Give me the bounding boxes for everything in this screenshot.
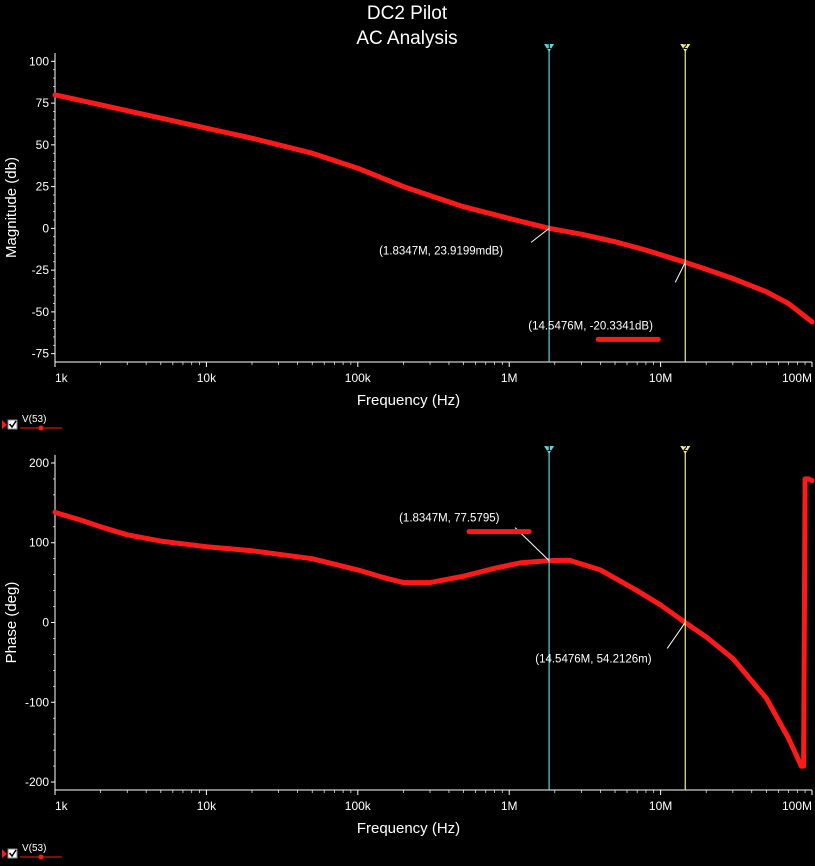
magnitude-x-tick-label: 1k <box>55 371 69 385</box>
plot-panels: 1k 10k 100k 1M 10M 100M 100 75 50 25 0 -25 -50 -75 Fre… <box>2 42 815 860</box>
magnitude-trace <box>52 92 815 325</box>
magnitude-y-tick-label: 100 <box>29 54 49 68</box>
magnitude-y-tick-label: 50 <box>36 138 50 152</box>
phase-legend-checkbox[interactable] <box>7 848 18 859</box>
chart-title: DC2 Pilot <box>367 3 448 24</box>
magnitude-cursor-2-leader <box>674 262 686 283</box>
magnitude-y-tick-label: 75 <box>36 96 50 110</box>
magnitude-cursor-2-readout: (14.5476M, -20.3341dB) <box>528 320 653 332</box>
magnitude-panel: 1k 10k 100k 1M 10M 100M 100 75 50 25 0 -25 -50 -75 Fre… <box>2 42 815 431</box>
magnitude-y-axis-label: Magnitude (db) <box>3 157 20 258</box>
magnitude-cursor-1-flag[interactable] <box>544 44 555 52</box>
magnitude-y-tick-label: -75 <box>32 347 50 361</box>
phase-cursor-2-id: 2 <box>683 444 688 453</box>
phase-legend-label: V(53) <box>22 843 46 854</box>
magnitude-x-axis-label: Frequency (Hz) <box>357 392 460 409</box>
phase-legend-check-icon <box>8 849 17 858</box>
phase-legend-dot <box>38 854 44 860</box>
magnitude-legend[interactable]: V(53) <box>2 414 62 431</box>
phase-y-tick-label: 200 <box>29 456 49 470</box>
magnitude-y-tick-label: 25 <box>36 180 50 194</box>
phase-x-tick-label: 1k <box>55 799 69 813</box>
phase-y-tick-label: -100 <box>25 695 49 709</box>
magnitude-y-tick-label: -25 <box>32 263 50 277</box>
phase-cursor-1-flag[interactable] <box>544 446 555 454</box>
magnitude-x-tick-label: 10k <box>197 371 217 385</box>
phase-y-tick-label: 0 <box>42 616 49 630</box>
magnitude-cursor-2-id: 2 <box>683 42 688 51</box>
magnitude-cursor-2-flag[interactable] <box>680 44 691 52</box>
magnitude-cursor-1-readout: (1.8347M, 23.9199mdB) <box>379 245 503 257</box>
magnitude-legend-checkbox[interactable] <box>7 419 18 430</box>
phase-x-tick-label: 100k <box>345 799 372 813</box>
phase-legend[interactable]: V(53) <box>2 843 62 860</box>
phase-legend-marker-icon <box>2 849 7 858</box>
magnitude-legend-dot <box>38 425 44 431</box>
phase-x-axis-label: Frequency (Hz) <box>357 820 460 837</box>
phase-y-tick-label: -200 <box>25 775 49 789</box>
phase-x-tick-label: 1M <box>501 799 518 813</box>
magnitude-x-tick-label: 1M <box>501 371 518 385</box>
phase-x-tick-label: 10M <box>649 799 672 813</box>
phase-cursor-1-readout: (1.8347M, 77.5795) <box>399 513 500 525</box>
magnitude-legend-check-icon <box>8 420 17 429</box>
chart-subtitle: AC Analysis <box>356 28 457 49</box>
magnitude-x-tick-label: 100M <box>782 371 812 385</box>
phase-trace <box>52 476 815 769</box>
magnitude-x-tick-label: 10M <box>649 371 672 385</box>
magnitude-cursor-1-id: 1 <box>547 42 552 51</box>
magnitude-cursor-1-leader <box>530 227 550 243</box>
phase-cursor-2-flag[interactable] <box>680 446 691 454</box>
magnitude-legend-label: V(53) <box>22 414 46 425</box>
phase-x-tick-label: 100M <box>782 799 812 813</box>
phase-cursor-1-id: 1 <box>547 444 552 453</box>
magnitude-y-tick-label: -50 <box>32 305 50 319</box>
phase-cursor-2-readout: (14.5476M, 54.2126m) <box>535 653 652 665</box>
phase-y-tick-label: 100 <box>29 536 49 550</box>
phase-panel: 1k 10k 100k 1M 10M 100M 200 100 0 -100 -200 Frequen… <box>2 444 815 860</box>
magnitude-y-tick-label: 0 <box>42 221 49 235</box>
magnitude-legend-marker-icon <box>2 420 7 429</box>
phase-y-axis-label: Phase (deg) <box>3 582 20 664</box>
phase-cursor-2-leader <box>666 622 686 649</box>
magnitude-x-tick-label: 100k <box>345 371 372 385</box>
phase-x-tick-label: 10k <box>197 799 217 813</box>
